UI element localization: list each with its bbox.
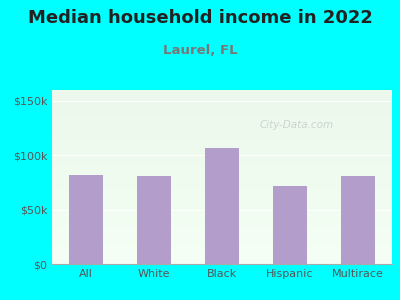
Text: Median household income in 2022: Median household income in 2022 — [28, 9, 372, 27]
Text: City-Data.com: City-Data.com — [260, 120, 334, 130]
Bar — [69, 175, 103, 264]
Bar — [205, 148, 239, 264]
Bar — [273, 186, 307, 264]
Bar — [341, 176, 375, 264]
Bar — [137, 176, 171, 264]
Text: Laurel, FL: Laurel, FL — [163, 44, 237, 56]
